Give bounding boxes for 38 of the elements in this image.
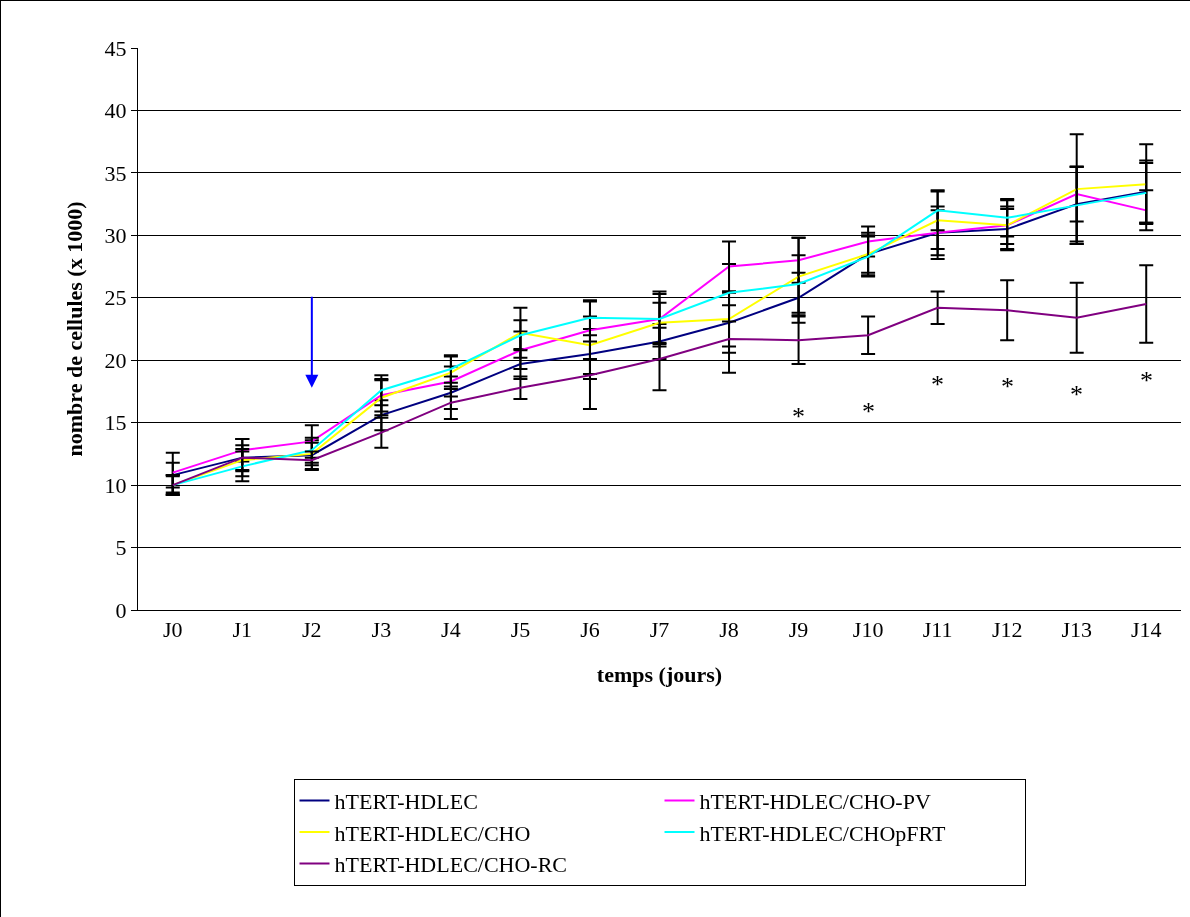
x-tick-label: J10 — [852, 617, 884, 643]
x-tick-label: J1 — [232, 617, 253, 643]
annotation: * — [1140, 366, 1153, 395]
x-tick-label: J9 — [788, 617, 809, 643]
annotation: * — [862, 397, 875, 426]
y-tick-label: 30 — [104, 223, 127, 249]
x-tick-label: J2 — [302, 617, 322, 643]
x-tick-label: J0 — [162, 617, 183, 643]
legend-label: hTERT-HDLEC/CHO-PV — [699, 788, 931, 814]
y-tick-label: 15 — [104, 410, 127, 436]
y-tick-label: 35 — [104, 160, 127, 186]
x-axis-title: temps (jours) — [596, 662, 723, 688]
x-tick-label: J7 — [649, 617, 670, 643]
x-tick-label: J12 — [991, 617, 1023, 643]
y-tick-label: 40 — [104, 98, 127, 124]
y-tick-label: 0 — [115, 597, 127, 623]
x-tick-label: J4 — [441, 617, 461, 643]
y-tick-label: 45 — [104, 35, 127, 61]
x-tick-label: J6 — [580, 617, 600, 643]
y-axis-title: nombre de cellules (x 1000) — [62, 201, 88, 457]
y-tick-label: 25 — [104, 285, 127, 311]
x-tick-label: J14 — [1130, 617, 1162, 643]
legend-label: hTERT-HDLEC/CHOpFRT — [699, 820, 946, 846]
x-tick-label: J11 — [922, 617, 953, 643]
annotation: * — [1070, 380, 1083, 409]
annotation: * — [1001, 372, 1014, 401]
y-tick-label: 10 — [104, 472, 127, 498]
x-tick-label: J5 — [510, 617, 531, 643]
legend-label: hTERT-HDLEC/CHO-RC — [334, 852, 568, 878]
annotation: * — [931, 370, 944, 399]
legend-label: hTERT-HDLEC/CHO — [334, 820, 531, 846]
legend-label: hTERT-HDLEC — [334, 788, 478, 814]
x-tick-label: J8 — [719, 617, 739, 643]
x-tick-label: J3 — [371, 617, 392, 643]
annotation: * — [792, 402, 805, 431]
y-tick-label: 5 — [115, 535, 127, 561]
y-tick-label: 20 — [104, 347, 127, 373]
x-tick-label: J13 — [1061, 617, 1092, 643]
